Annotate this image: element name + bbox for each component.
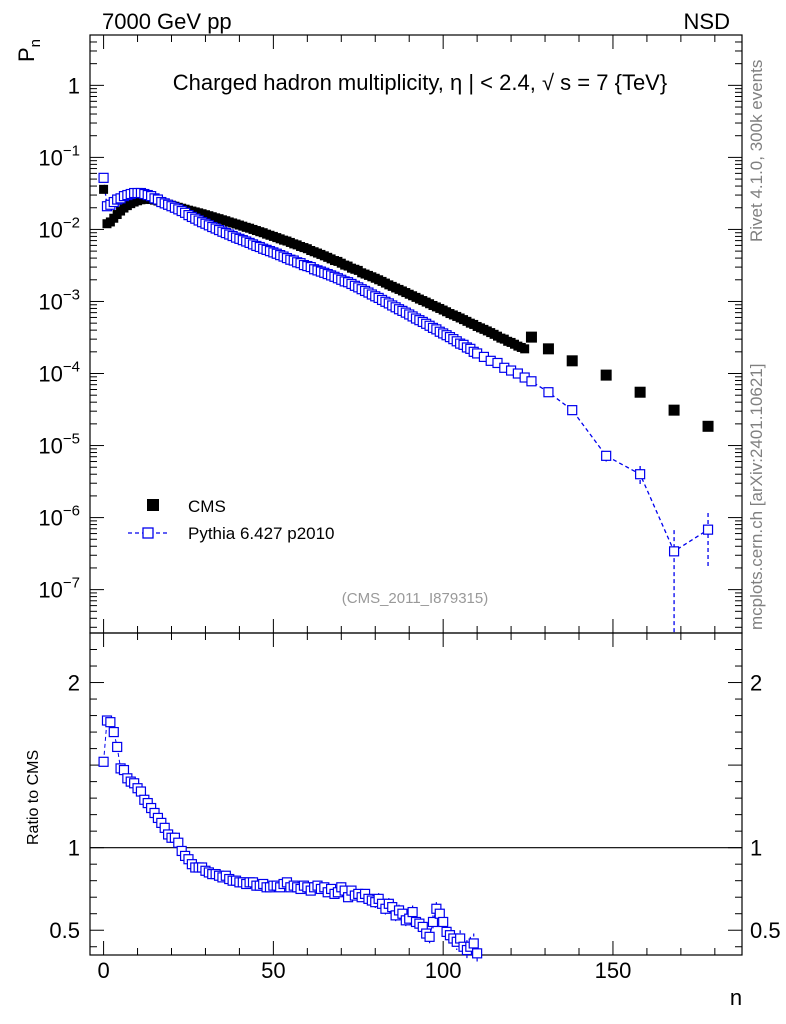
ratio-axes: 0 50 100 150 2 2 1 1 0.5 0.5 — [49, 633, 781, 983]
main-ytick-label-exp: −3 — [63, 286, 80, 303]
main-axes: 110−110−210−310−410−510−610−7 — [38, 34, 742, 633]
main-title: Charged hadron multiplicity, η | < 2.4, … — [173, 70, 667, 95]
main-ylabel: Pn — [14, 39, 44, 62]
pythia-point — [98, 172, 109, 183]
cms-point — [525, 331, 537, 343]
main-ytick-label-exp: −6 — [63, 503, 80, 520]
ratio-point — [407, 906, 418, 918]
main-ytick-label: 10−6 — [38, 503, 80, 531]
title-part-mid: | < 2.4, — [468, 70, 535, 95]
main-ylabel-sub: n — [27, 39, 44, 47]
ratio-ytick-label-left: 0.5 — [49, 918, 80, 943]
ratio-point — [455, 933, 466, 944]
main-ytick-label: 10−2 — [38, 214, 80, 242]
main-ytick-label-base: 10 — [38, 289, 62, 314]
pythia-point — [526, 376, 537, 387]
ratio-point — [438, 916, 449, 928]
main-ylabel-main: P — [14, 47, 39, 62]
ratio-ytick-label-right: 0.5 — [750, 918, 781, 943]
ratio-point — [434, 908, 445, 919]
main-panel: Charged hadron multiplicity, η | < 2.4, … — [14, 34, 743, 634]
mcplots-label: mcplots.cern.ch [arXiv:2401.10621] — [747, 364, 766, 630]
cms-point — [668, 404, 680, 416]
main-ytick-label: 10−1 — [38, 142, 80, 170]
pythia-point — [601, 450, 612, 461]
ratio-frame — [89, 632, 743, 956]
main-ytick-label: 10−7 — [38, 575, 80, 603]
main-ytick-label-base: 10 — [38, 506, 62, 531]
ratio-point — [427, 916, 439, 928]
ratio-point — [108, 726, 119, 738]
ratio-marks — [98, 715, 483, 964]
ratio-point — [472, 948, 483, 959]
rivet-label: Rivet 4.1.0, 300k events — [747, 60, 766, 242]
main-ytick-label: 1 — [68, 73, 80, 98]
ratio-ytick-label-right: 2 — [750, 671, 762, 696]
legend-cms-marker — [147, 499, 159, 511]
cms-point — [520, 344, 530, 354]
main-marks — [98, 172, 714, 633]
pythia-point — [543, 387, 554, 398]
legend-pythia-label: Pythia 6.427 p2010 — [188, 524, 335, 543]
main-ytick-label-base: 10 — [38, 578, 62, 603]
ratio-point — [105, 717, 116, 728]
cms-point — [99, 184, 109, 194]
ratio-xtick-label: 50 — [261, 958, 285, 983]
pythia-series-line — [102, 177, 709, 553]
header-left: 7000 GeV pp — [102, 9, 232, 34]
header-right: NSD — [684, 9, 730, 34]
cms-point — [634, 386, 646, 398]
ratio-panel: Ratio to CMS n 0 50 100 150 2 2 1 1 0.5 0.5 — [25, 632, 781, 1010]
pythia-point — [635, 469, 646, 480]
cms-point — [702, 420, 714, 432]
ratio-xtick-label: 150 — [595, 958, 632, 983]
legend: CMS Pythia 6.427 p2010 — [128, 497, 335, 543]
ratio-point — [173, 837, 184, 848]
main-ytick-label-exp: −7 — [63, 575, 80, 592]
pythia-point — [567, 405, 578, 416]
main-ytick-label: 10−4 — [38, 359, 80, 387]
main-ytick-label-base: 10 — [38, 362, 62, 387]
ratio-ytick-label-left: 1 — [68, 836, 80, 861]
main-ytick-label-exp: −1 — [63, 142, 80, 159]
ratio-ylabel: Ratio to CMS — [25, 750, 42, 845]
title-part-root: √ — [542, 70, 555, 95]
pythia-point — [668, 546, 680, 557]
ratio-ytick-label-right: 1 — [750, 836, 762, 861]
title-part-pre: Charged hadron multiplicity, — [173, 70, 444, 95]
main-ytick-label-exp: −5 — [63, 431, 80, 448]
cms-point — [542, 343, 554, 355]
title-part-post: s = 7 {TeV} — [560, 70, 667, 95]
pythia-point — [702, 524, 714, 535]
watermark: (CMS_2011_I879315) — [342, 590, 488, 607]
main-ytick-label-base: 10 — [38, 434, 62, 459]
ratio-point — [98, 756, 109, 767]
ratio-point — [118, 764, 130, 776]
cms-point — [566, 355, 578, 367]
ratio-xtick-label: 100 — [425, 958, 462, 983]
main-ytick-label: 10−3 — [38, 286, 80, 314]
ratio-point — [112, 741, 123, 753]
ratio-point — [468, 938, 479, 949]
ratio-point — [424, 931, 435, 942]
main-ytick-label-exp: −4 — [63, 359, 80, 376]
ratio-xtick-label: 0 — [97, 958, 109, 983]
legend-pythia-marker — [142, 527, 154, 539]
cms-point — [600, 369, 612, 381]
title-part-eta: η — [450, 70, 462, 95]
main-ytick-label-exp: −2 — [63, 214, 80, 231]
ratio-point — [135, 786, 147, 797]
ratio-ytick-label-left: 2 — [68, 671, 80, 696]
main-ytick-label: 10−5 — [38, 431, 80, 459]
main-ytick-label-base: 1 — [68, 73, 80, 98]
main-ytick-label-base: 10 — [38, 217, 62, 242]
ratio-xlabel: n — [730, 985, 742, 1010]
main-ytick-label-base: 10 — [38, 145, 62, 170]
main-frame — [89, 34, 743, 634]
legend-cms-label: CMS — [188, 497, 226, 516]
